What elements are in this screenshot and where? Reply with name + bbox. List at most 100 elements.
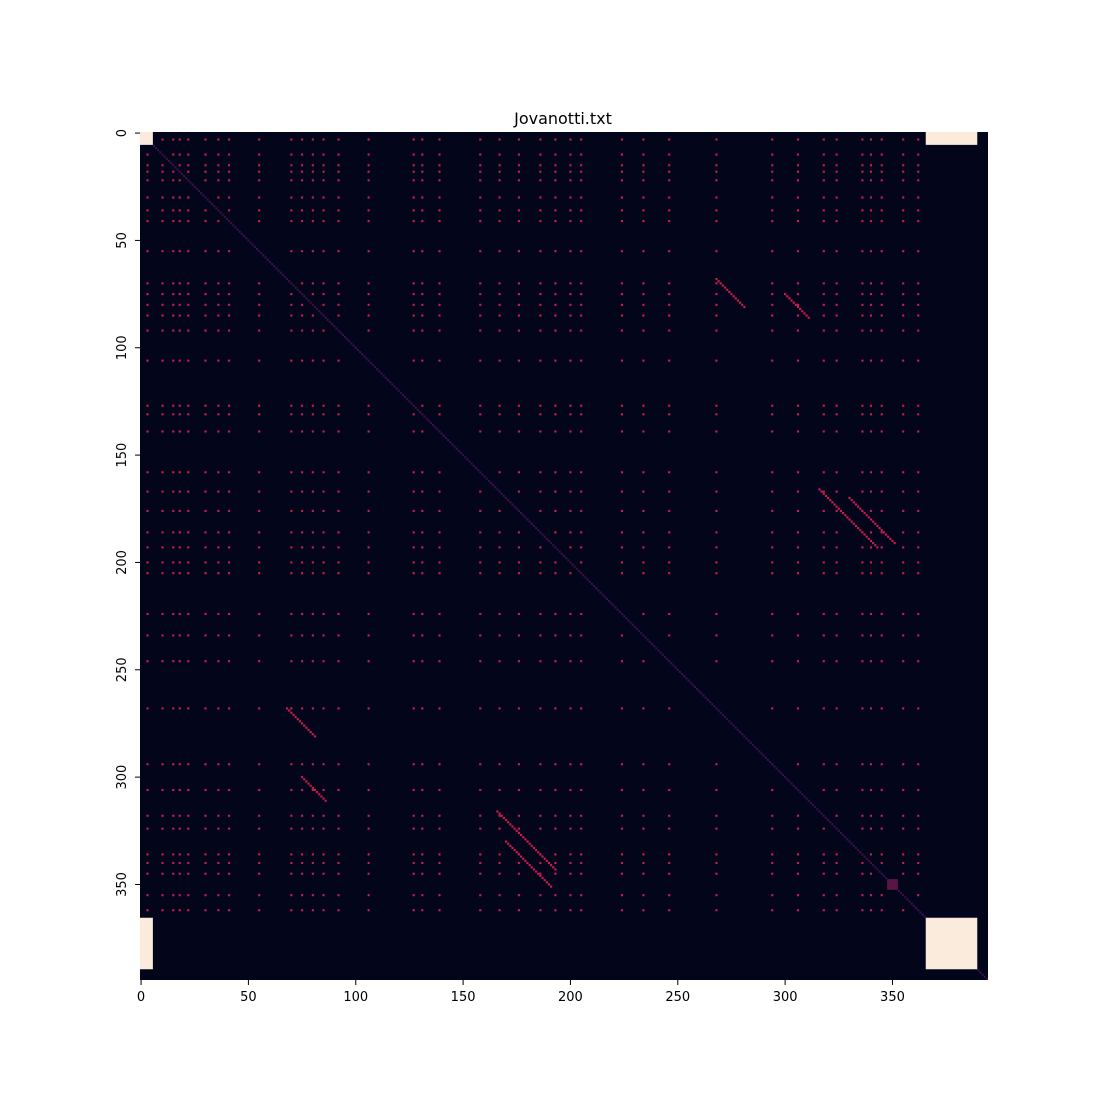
- match-cell: [642, 293, 645, 296]
- match-cell: [517, 293, 520, 296]
- diagonal-cell: [459, 451, 463, 455]
- diagonal-cell: [421, 413, 424, 416]
- match-cell: [178, 293, 181, 296]
- run-cell: [857, 505, 860, 508]
- diagonal-cell: [702, 694, 705, 697]
- match-cell: [146, 827, 149, 830]
- match-cell: [322, 546, 325, 549]
- match-cell: [668, 303, 671, 306]
- diagonal-cell: [449, 441, 452, 444]
- match-cell: [539, 546, 542, 549]
- match-cell: [146, 314, 149, 317]
- match-cell: [869, 853, 873, 856]
- run-cell: [507, 842, 510, 845]
- match-cell: [861, 303, 864, 306]
- diagonal-cell: [713, 705, 716, 708]
- match-cell: [187, 220, 190, 223]
- match-cell: [172, 314, 175, 317]
- match-cell: [228, 413, 231, 416]
- match-cell: [539, 404, 542, 407]
- match-cell: [421, 471, 424, 474]
- match-cell: [438, 814, 441, 817]
- diagonal-cell: [848, 840, 851, 843]
- match-cell: [569, 861, 572, 865]
- match-cell: [367, 314, 370, 317]
- match-cell: [337, 164, 340, 167]
- diagonal-cell: [923, 915, 926, 918]
- match-cell: [554, 763, 557, 766]
- match-cell: [290, 170, 293, 173]
- run-cell: [537, 872, 540, 875]
- match-cell: [880, 634, 883, 637]
- match-cell: [771, 404, 774, 407]
- match-cell: [880, 763, 883, 766]
- match-cell: [228, 546, 231, 549]
- match-cell: [311, 612, 314, 616]
- match-cell: [187, 531, 190, 534]
- match-cell: [771, 138, 774, 141]
- match-cell: [438, 853, 441, 856]
- match-cell: [880, 329, 883, 332]
- match-cell: [187, 707, 190, 710]
- match-cell: [187, 814, 190, 817]
- match-cell: [822, 314, 825, 317]
- diagonal-cell: [219, 211, 222, 214]
- match-cell: [161, 303, 164, 306]
- match-cell: [861, 894, 864, 897]
- match-cell: [301, 303, 304, 306]
- match-cell: [337, 196, 340, 199]
- match-cell: [290, 909, 293, 912]
- match-cell: [228, 404, 231, 407]
- match-cell: [835, 490, 838, 493]
- diagonal-cell: [728, 720, 731, 723]
- diagonal-cell: [509, 501, 512, 504]
- match-cell: [715, 612, 718, 616]
- match-cell: [642, 138, 645, 141]
- run-cell: [867, 516, 870, 519]
- match-cell: [902, 196, 905, 199]
- match-cell: [668, 572, 671, 575]
- diagonal-cell: [867, 859, 870, 862]
- match-cell: [438, 196, 441, 199]
- match-cell: [337, 170, 340, 173]
- diagonal-cell: [629, 621, 632, 624]
- diagonal-cell: [655, 647, 658, 650]
- diagonal-cell: [444, 436, 447, 439]
- diagonal-cell: [693, 685, 697, 689]
- match-cell: [822, 546, 825, 549]
- match-cell: [642, 413, 645, 416]
- diagonal-cell: [983, 975, 986, 978]
- match-cell: [620, 546, 624, 549]
- match-cell: [822, 209, 825, 212]
- match-cell: [498, 909, 501, 912]
- diagonal-cell: [487, 479, 490, 482]
- match-cell: [498, 872, 501, 875]
- y-tick-label: 350: [115, 872, 130, 897]
- diagonal-cell: [788, 780, 791, 783]
- match-cell: [902, 490, 905, 493]
- run-cell: [884, 533, 888, 536]
- match-cell: [869, 546, 873, 549]
- run-cell: [790, 299, 793, 302]
- match-cell: [438, 546, 441, 549]
- run-cell: [541, 876, 544, 880]
- match-cell: [322, 138, 325, 141]
- match-cell: [290, 872, 293, 875]
- match-cell: [580, 314, 583, 317]
- match-cell: [554, 509, 557, 512]
- diagonal-cell: [335, 327, 338, 330]
- match-cell: [642, 763, 645, 766]
- match-cell: [835, 164, 838, 167]
- diagonal-cell: [706, 698, 709, 701]
- match-cell: [554, 561, 557, 564]
- diagonal-cell: [650, 642, 654, 646]
- run-cell: [307, 782, 310, 785]
- match-cell: [311, 314, 314, 317]
- match-cell: [479, 430, 482, 433]
- match-cell: [620, 853, 624, 856]
- match-cell: [796, 430, 800, 433]
- match-cell: [517, 707, 520, 710]
- diagonal-cell: [180, 172, 183, 175]
- match-cell: [258, 293, 261, 296]
